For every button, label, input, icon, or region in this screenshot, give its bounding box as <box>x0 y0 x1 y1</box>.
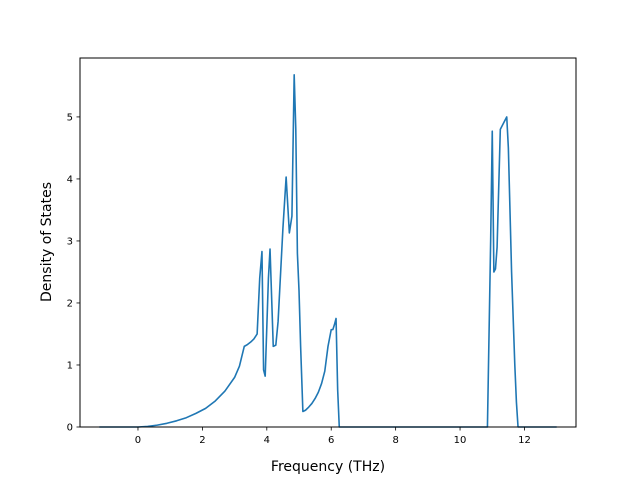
x-axis-title: Frequency (THz) <box>271 459 385 475</box>
y-tick-label: 2 <box>67 298 73 309</box>
x-axis-ticks: 0 2 4 6 8 10 12 <box>135 427 531 446</box>
y-axis-title: Density of States <box>39 182 55 302</box>
y-tick-label: 3 <box>67 236 73 247</box>
y-tick-label: 5 <box>67 112 73 123</box>
x-tick-label: 8 <box>392 435 398 446</box>
x-tick-label: 4 <box>264 435 270 446</box>
y-axis-ticks: 0 1 2 3 4 5 <box>67 112 80 434</box>
x-tick-label: 10 <box>454 435 467 446</box>
y-tick-label: 0 <box>67 423 73 434</box>
plot-frame <box>79 57 577 428</box>
y-tick-label: 4 <box>67 174 73 185</box>
series-layer <box>99 73 557 428</box>
x-tick-label: 0 <box>135 435 141 446</box>
x-tick-label: 2 <box>199 435 205 446</box>
x-tick-label: 6 <box>328 435 334 446</box>
x-tick-label: 12 <box>518 435 531 446</box>
dos-line-0 <box>99 73 557 428</box>
y-tick-label: 1 <box>67 360 73 371</box>
plot-area <box>80 58 576 427</box>
